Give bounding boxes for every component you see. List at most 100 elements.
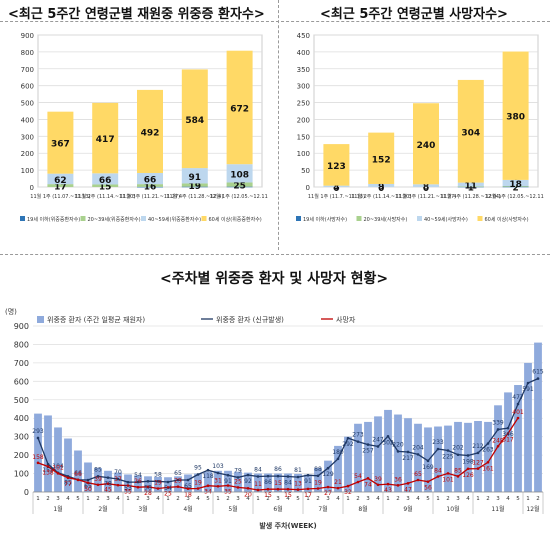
left-chart-data-label: 66 — [99, 176, 112, 186]
weekly-bar — [514, 385, 522, 492]
left-chart-legend-label: 19세 이하(위중증환자수) — [27, 216, 80, 223]
weekly-bar — [84, 462, 92, 492]
deaths-point — [246, 487, 250, 490]
new-severe-data-label: 54 — [164, 485, 172, 492]
deaths-point — [486, 461, 490, 464]
right-chart-legend-swatch — [356, 216, 362, 221]
deaths-point — [256, 488, 260, 492]
legend-new-severe-label: 위중증 환자 (신규발생) — [216, 315, 284, 324]
new-severe-data-label: 257 — [362, 448, 374, 455]
new-severe-data-label: 247 — [372, 436, 384, 443]
deaths-data-label: 138 — [42, 470, 54, 477]
weekly-month-label: 4월 — [183, 505, 192, 513]
weekly-month-label: 3월 — [138, 505, 147, 513]
right-chart-data-label: 18 — [509, 180, 522, 190]
deaths-point — [296, 488, 300, 491]
deaths-data-label: 31 — [214, 477, 222, 484]
deaths-data-label: 43 — [384, 487, 392, 494]
new-severe-point — [236, 476, 240, 479]
new-severe-point — [536, 377, 540, 380]
weekly-bar — [274, 473, 282, 492]
deaths-data-label: 85 — [454, 467, 462, 474]
new-severe-data-label: 477 — [512, 394, 524, 401]
weekly-bar — [494, 405, 502, 492]
deaths-point — [96, 483, 100, 487]
deaths-point — [396, 484, 400, 487]
deaths-data-label: 15 — [264, 492, 272, 499]
new-severe-data-label: 225 — [442, 454, 454, 461]
right-chart-bar-segment — [323, 185, 350, 187]
deaths-point — [126, 484, 130, 487]
new-severe-point — [186, 478, 190, 482]
deaths-point — [376, 483, 380, 487]
right-chart-legend-label: 40~59세(사망자수) — [424, 216, 468, 223]
deaths-data-label: 19 — [154, 479, 162, 486]
right-chart-bar-segment — [502, 186, 529, 188]
deaths-data-label: 66 — [74, 471, 82, 478]
weekly-month-label: 1월 — [53, 505, 62, 513]
legend-bar-label: 위중증 환자 (주간 일평균 재원자) — [47, 315, 145, 324]
weekly-bar — [244, 472, 252, 492]
left-chart-bar-segment — [181, 183, 208, 187]
right-chart-category-label: 11월 4주 (11.28.~12.04) — [441, 193, 501, 200]
new-severe-point — [456, 453, 460, 457]
new-severe-point — [526, 381, 530, 385]
new-severe-data-label: 81 — [294, 467, 302, 474]
weekly-week-label: 5 — [206, 496, 210, 502]
weekly-bar — [444, 425, 452, 492]
new-severe-data-label: 85 — [64, 479, 72, 486]
weekly-week-label: 1 — [476, 496, 480, 502]
deaths-data-label: 11 — [254, 481, 262, 488]
weekly-month-label: 2월 — [98, 505, 107, 513]
weekly-bar — [194, 473, 202, 492]
weekly-week-label: 1 — [306, 496, 310, 502]
weekly-bar — [64, 438, 72, 492]
right-chart-bar-segment — [413, 184, 439, 187]
weekly-week-label: 2 — [226, 496, 230, 502]
new-severe-point — [496, 428, 500, 431]
weekly-week-label: 3 — [146, 496, 150, 502]
deaths-data-label: 13 — [294, 481, 302, 488]
weekly-bar — [334, 445, 342, 492]
left-chart-bar-segment — [226, 164, 253, 183]
new-severe-point — [486, 442, 490, 445]
new-severe-point — [36, 436, 40, 440]
deaths-point — [356, 480, 360, 484]
right-chart-data-label: 240 — [417, 141, 436, 151]
weekly-month-label: 7월 — [318, 505, 327, 513]
deaths-data-label: 126 — [462, 472, 474, 479]
weekly-y-tick-label: 300 — [14, 433, 29, 442]
weekly-bar — [104, 470, 112, 492]
right-chart-legend-swatch — [296, 216, 301, 221]
new-severe-point — [326, 466, 330, 470]
weekly-week-label: 4 — [416, 496, 420, 502]
weekly-week-label: 4 — [466, 496, 470, 502]
new-severe-data-label: 202 — [452, 445, 464, 452]
left-chart-y-tick-label: 0 — [30, 184, 34, 192]
weekly-month-label: 11월 — [491, 505, 504, 513]
left-chart-data-label: 66 — [144, 176, 157, 186]
weekly-y-tick-label: 700 — [14, 359, 29, 368]
weekly-week-label: 1 — [126, 496, 130, 502]
new-severe-data-label: 79 — [234, 467, 242, 474]
new-severe-point — [506, 426, 510, 430]
left-chart-bar-segment — [181, 168, 208, 184]
right-chart-y-tick-label: 100 — [297, 150, 310, 158]
legend-deaths-label: 사망자 — [336, 315, 356, 324]
left-chart-data-label: 417 — [96, 135, 115, 145]
weekly-bar — [474, 420, 482, 492]
weekly-bar — [254, 473, 262, 492]
weekly-week-label: 2 — [136, 496, 140, 502]
weekly-week-label: 2 — [46, 496, 50, 502]
right-chart-y-tick-label: 200 — [297, 116, 310, 124]
right-chart-legend-label: 19세 이하(사망자수) — [303, 216, 347, 223]
new-severe-point — [366, 443, 370, 446]
left-chart-legend-label: 20~39세(위중증환자수) — [88, 216, 141, 223]
new-severe-point — [306, 473, 310, 477]
new-severe-point — [416, 453, 420, 456]
left-chart-y-tick-label: 900 — [21, 32, 34, 40]
deaths-point — [56, 472, 60, 475]
weekly-week-label: 1 — [256, 496, 260, 502]
weekly-week-label: 3 — [456, 496, 460, 502]
